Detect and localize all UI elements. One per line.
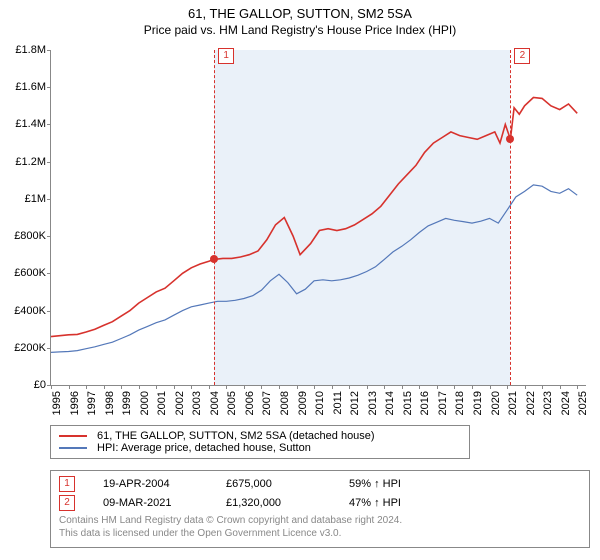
- sale-hpi: 47% ↑ HPI: [349, 497, 459, 509]
- legend-swatch: [59, 447, 87, 449]
- x-tick-label: 2014: [384, 391, 386, 415]
- y-tick-label: £1.6M: [1, 81, 46, 93]
- y-tick-label: £1.8M: [1, 44, 46, 56]
- sale-marker-dot: [506, 135, 514, 143]
- y-tick-label: £1M: [1, 193, 46, 205]
- x-tick-label: 1998: [104, 391, 106, 415]
- x-tick-label: 2011: [332, 391, 334, 415]
- x-tick-label: 2004: [209, 391, 211, 415]
- chart-area: £0£200K£400K£600K£800K£1M£1.2M£1.4M£1.6M…: [50, 50, 586, 386]
- sale-price: £675,000: [226, 478, 321, 490]
- x-tick-label: 2010: [314, 391, 316, 415]
- x-tick-label: 2022: [525, 391, 527, 415]
- y-tick-label: £200K: [1, 342, 46, 354]
- x-tick-label: 2017: [437, 391, 439, 415]
- legend-row: HPI: Average price, detached house, Sutt…: [59, 442, 461, 454]
- x-tick-label: 2023: [542, 391, 544, 415]
- x-tick-label: 2000: [139, 391, 141, 415]
- x-tick-label: 2008: [279, 391, 281, 415]
- y-tick-label: £1.2M: [1, 156, 46, 168]
- line-series: [51, 50, 586, 385]
- footnote: This data is licensed under the Open Gov…: [59, 527, 581, 540]
- sale-marker-badge: 1: [218, 48, 234, 64]
- legend-label: HPI: Average price, detached house, Sutt…: [97, 442, 311, 454]
- series-line: [51, 98, 577, 337]
- y-tick-label: £800K: [1, 230, 46, 242]
- page-title: 61, THE GALLOP, SUTTON, SM2 5SA: [0, 6, 600, 21]
- x-tick-label: 2016: [419, 391, 421, 415]
- x-tick-label: 2012: [349, 391, 351, 415]
- sale-marker-dot: [210, 255, 218, 263]
- y-tick-label: £400K: [1, 305, 46, 317]
- sale-date: 09-MAR-2021: [103, 497, 198, 509]
- page-subtitle: Price paid vs. HM Land Registry's House …: [0, 23, 600, 37]
- series-legend: 61, THE GALLOP, SUTTON, SM2 5SA (detache…: [50, 425, 470, 459]
- x-tick-label: 2005: [226, 391, 228, 415]
- x-tick-label: 2021: [507, 391, 509, 415]
- x-tick-label: 2015: [402, 391, 404, 415]
- x-tick-label: 1996: [69, 391, 71, 415]
- x-tick-label: 2009: [297, 391, 299, 415]
- sale-price: £1,320,000: [226, 497, 321, 509]
- sales-legend: 1 19-APR-2004 £675,000 59% ↑ HPI 2 09-MA…: [50, 470, 590, 548]
- x-tick-label: 1997: [86, 391, 88, 415]
- x-tick-label: 2020: [490, 391, 492, 415]
- sale-marker-badge: 2: [514, 48, 530, 64]
- footnote: Contains HM Land Registry data © Crown c…: [59, 514, 581, 527]
- sale-marker-line: [510, 50, 511, 385]
- x-tick-label: 2024: [560, 391, 562, 415]
- sale-marker-icon: 2: [59, 495, 75, 511]
- sale-marker-line: [214, 50, 215, 385]
- sale-marker-icon: 1: [59, 476, 75, 492]
- y-tick-label: £1.4M: [1, 118, 46, 130]
- series-line: [51, 185, 577, 353]
- x-tick-label: 1995: [51, 391, 53, 415]
- sale-row: 2 09-MAR-2021 £1,320,000 47% ↑ HPI: [59, 495, 581, 511]
- sale-hpi: 59% ↑ HPI: [349, 478, 459, 490]
- legend-row: 61, THE GALLOP, SUTTON, SM2 5SA (detache…: [59, 430, 461, 442]
- x-tick-label: 2018: [454, 391, 456, 415]
- sale-row: 1 19-APR-2004 £675,000 59% ↑ HPI: [59, 476, 581, 492]
- legend-label: 61, THE GALLOP, SUTTON, SM2 5SA (detache…: [97, 430, 375, 442]
- y-tick-label: £600K: [1, 267, 46, 279]
- x-tick-label: 2006: [244, 391, 246, 415]
- x-tick-label: 2025: [577, 391, 579, 415]
- legend-swatch: [59, 435, 87, 437]
- x-tick-label: 2013: [367, 391, 369, 415]
- x-tick-label: 1999: [121, 391, 123, 415]
- x-tick-label: 2003: [191, 391, 193, 415]
- x-tick-label: 2001: [156, 391, 158, 415]
- x-tick-label: 2002: [174, 391, 176, 415]
- x-tick-label: 2019: [472, 391, 474, 415]
- sale-date: 19-APR-2004: [103, 478, 198, 490]
- x-tick-label: 2007: [261, 391, 263, 415]
- y-tick-label: £0: [1, 379, 46, 391]
